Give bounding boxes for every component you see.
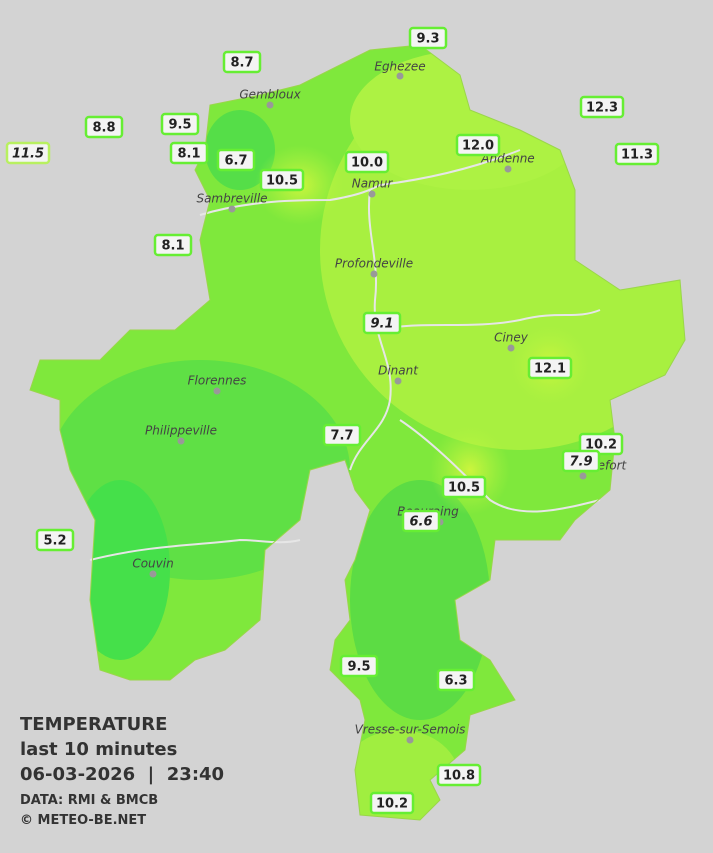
station-box [5,141,51,165]
city-dot [396,72,404,80]
station-value: 6.6 [409,515,432,530]
city-name: Couvin [132,557,173,571]
city-dot [579,472,587,480]
station-box [436,668,476,692]
legend: TEMPERATURE last 10 minutes 06-03-2026 |… [20,714,224,828]
station-box [216,148,256,172]
station-value: 12.1 [534,362,566,377]
station-value: 9.5 [168,118,191,133]
city-name: Florennes [188,374,247,388]
city-dot [266,101,274,109]
legend-subtitle: last 10 minutes [20,739,177,760]
city-dot [406,736,414,744]
city-name: Vresse-sur-Semois [355,723,466,737]
station-value: 10.0 [351,156,383,171]
station-box [362,311,402,335]
station-box [579,95,625,119]
station-box [369,791,415,815]
station-value: 10.5 [448,481,480,496]
station-value: 10.8 [443,769,475,784]
station-box [259,168,305,192]
station-value: 9.3 [416,32,439,47]
station-value: 12.0 [462,139,494,154]
station-value: 9.5 [347,660,370,675]
station-value: 11.3 [621,148,653,163]
city-name: Profondeville [335,257,413,271]
station-box [408,26,448,50]
city-dot [228,205,236,213]
station-value: 10.5 [266,174,298,189]
legend-copyright: © METEO-BE.NET [20,813,146,828]
legend-title: TEMPERATURE [20,714,167,735]
city-name: Sambreville [196,192,267,206]
stations: 9.3 8.7 12.3 8.8 9.5 11.5 8.1 6.7 10.0 12.0 11.3 10… [5,26,660,815]
city-name: Dinant [378,364,419,378]
legend-source: DATA: RMI & BMCB [20,793,158,808]
city-dot [504,165,512,173]
station-box [339,654,379,678]
station-box [153,233,193,257]
station-box [436,763,482,787]
station-box [160,112,200,136]
station-box [222,50,262,74]
station-box [561,449,601,473]
city-name: Eghezee [374,60,425,74]
station-value: 5.2 [43,534,66,549]
city-dot [213,387,221,395]
station-value: 7.7 [330,429,353,444]
station-box [401,509,441,533]
station-value: 10.2 [376,797,408,812]
station-value: 8.7 [230,56,253,71]
station-box [35,528,75,552]
station-value: 7.9 [569,455,592,470]
city-dot [368,190,376,198]
station-value: 9.1 [370,317,393,332]
station-box [84,115,124,139]
station-box [344,150,390,174]
city-dot [394,377,402,385]
station-value: 6.7 [224,154,247,169]
city-dot [149,570,157,578]
city-name: Gembloux [239,88,301,102]
station-box [578,432,624,456]
station-box [322,423,362,447]
city-dot [507,344,515,352]
station-value: 8.8 [92,121,115,136]
rivers [89,149,601,561]
city-name: Philippeville [145,424,217,438]
city-dot [370,270,378,278]
legend-datetime: 06-03-2026 | 23:40 [20,764,224,785]
station-box [527,356,573,380]
station-value: 11.5 [12,147,44,162]
station-value: 10.2 [585,438,617,453]
station-value: 6.3 [444,674,467,689]
station-box [169,141,209,165]
city-name: Ciney [494,331,529,345]
station-box [455,133,501,157]
city-dot [177,437,185,445]
station-box [441,475,487,499]
station-value: 12.3 [586,101,618,116]
city-name: Namur [352,177,394,191]
station-value: 8.1 [177,147,200,162]
station-value: 8.1 [161,239,184,254]
station-box [614,142,660,166]
